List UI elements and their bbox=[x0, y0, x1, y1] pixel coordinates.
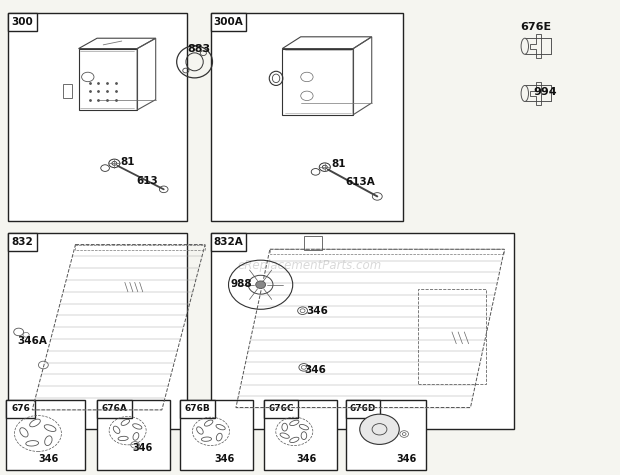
Text: 346: 346 bbox=[215, 455, 234, 465]
Bar bbox=[264, 400, 298, 418]
Bar bbox=[7, 233, 37, 251]
Bar bbox=[97, 400, 170, 470]
Bar bbox=[211, 13, 402, 221]
Bar bbox=[264, 400, 337, 470]
Text: eReplacementParts.com: eReplacementParts.com bbox=[238, 259, 382, 272]
Bar bbox=[97, 400, 131, 418]
Bar bbox=[346, 400, 380, 418]
Text: 832: 832 bbox=[11, 237, 33, 247]
Text: 346: 346 bbox=[38, 455, 59, 465]
Text: 676B: 676B bbox=[185, 404, 211, 413]
Text: 676C: 676C bbox=[268, 404, 294, 413]
Text: 676: 676 bbox=[11, 404, 30, 413]
Text: 676D: 676D bbox=[350, 404, 376, 413]
Text: 300: 300 bbox=[11, 17, 33, 27]
Bar bbox=[418, 289, 486, 384]
Circle shape bbox=[360, 414, 399, 445]
Bar bbox=[211, 13, 246, 31]
Text: 346: 346 bbox=[304, 365, 326, 375]
Text: 81: 81 bbox=[120, 157, 135, 167]
Bar bbox=[7, 13, 37, 31]
Bar bbox=[6, 400, 35, 418]
Text: 676E: 676E bbox=[520, 22, 551, 32]
Bar bbox=[7, 13, 187, 221]
Bar bbox=[6, 400, 86, 470]
Text: 613: 613 bbox=[136, 176, 157, 186]
Text: 994: 994 bbox=[533, 87, 557, 97]
Text: 300A: 300A bbox=[214, 17, 244, 27]
Text: 346: 346 bbox=[133, 443, 153, 453]
Text: 346A: 346A bbox=[17, 336, 47, 346]
Bar bbox=[180, 400, 215, 418]
Text: 613A: 613A bbox=[346, 177, 376, 187]
Bar bbox=[211, 233, 514, 429]
Bar bbox=[211, 233, 246, 251]
Text: 346: 346 bbox=[396, 455, 417, 465]
Bar bbox=[7, 233, 187, 429]
Circle shape bbox=[255, 281, 265, 288]
Bar bbox=[346, 400, 426, 470]
Bar bbox=[304, 236, 322, 250]
Text: 883: 883 bbox=[188, 44, 211, 54]
Text: 346: 346 bbox=[296, 455, 317, 465]
Bar bbox=[180, 400, 253, 470]
Text: 676A: 676A bbox=[102, 404, 127, 413]
Text: 832A: 832A bbox=[214, 237, 244, 247]
Text: 988: 988 bbox=[231, 279, 252, 289]
Text: 346: 346 bbox=[306, 306, 328, 316]
Text: 81: 81 bbox=[331, 159, 345, 169]
